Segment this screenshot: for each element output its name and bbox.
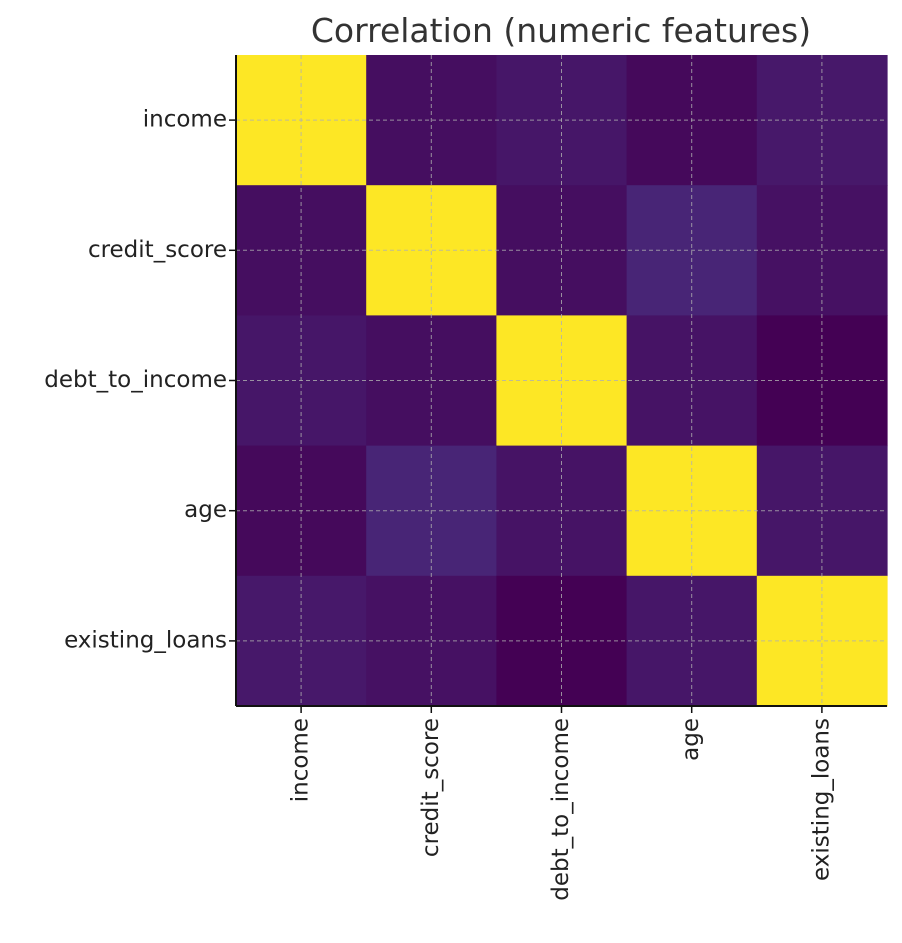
y-tick-label-age: age bbox=[184, 497, 227, 523]
y-tick-label-credit_score: credit_score bbox=[88, 237, 227, 263]
grid-lines bbox=[236, 55, 887, 706]
x-tick-label-age: age bbox=[678, 718, 704, 761]
x-tick-labels: income credit_score debt_to_income age exist… bbox=[288, 706, 834, 901]
x-tick-label-existing_loans: existing_loans bbox=[808, 718, 834, 881]
chart-title: Correlation (numeric features) bbox=[311, 11, 811, 50]
y-tick-label-debt_to_income: debt_to_income bbox=[44, 367, 227, 393]
x-tick-label-credit_score: credit_score bbox=[418, 718, 444, 857]
y-tick-label-income: income bbox=[143, 107, 227, 133]
y-tick-label-existing_loans: existing_loans bbox=[64, 627, 227, 653]
x-tick-label-income: income bbox=[288, 718, 314, 802]
x-tick-label-debt_to_income: debt_to_income bbox=[548, 718, 574, 901]
